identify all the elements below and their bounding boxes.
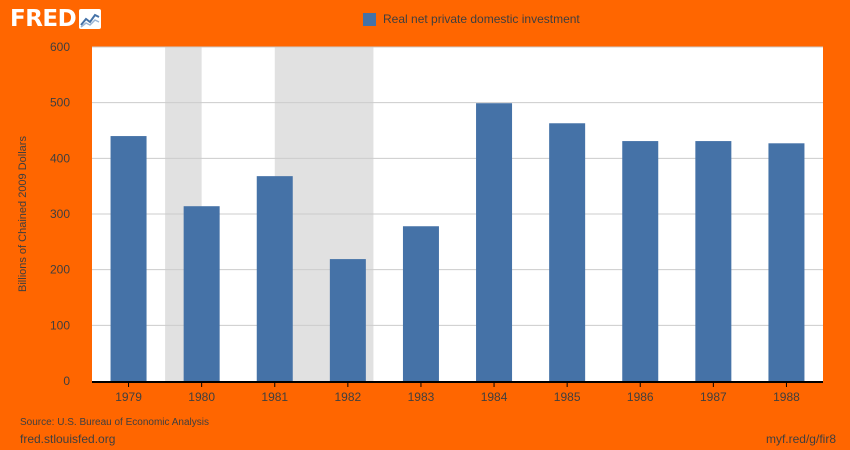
bar [183,206,220,381]
bar [256,176,293,381]
x-tick-label: 1986 [627,390,654,404]
y-tick-label: 100 [50,318,70,332]
legend-label: Real net private domestic investment [383,12,580,26]
chart-legend: Real net private domestic investment [363,12,580,26]
logo-text: FRED [10,6,77,32]
y-tick-label: 200 [50,263,70,277]
legend-swatch [363,12,376,26]
bar [549,123,586,381]
y-tick-label: 600 [50,40,70,54]
short-link[interactable]: myf.red/g/fir8 [765,432,836,446]
x-tick-label: 1979 [115,390,142,404]
x-tick-label: 1983 [408,390,435,404]
y-tick-label: 500 [50,96,70,110]
x-tick-label: 1985 [554,390,581,404]
x-tick-label: 1987 [700,390,727,404]
y-tick-label: 300 [50,207,70,221]
x-tick-label: 1981 [261,390,288,404]
y-axis-label: Billions of Chained 2009 Dollars [17,136,29,292]
x-tick-label: 1982 [334,390,361,404]
x-tick-label: 1988 [773,390,800,404]
bar [695,141,732,381]
bar [402,226,439,381]
y-tick-label: 400 [50,151,70,165]
source-note: Source: U.S. Bureau of Economic Analysis [20,417,209,428]
bar [329,259,366,381]
line-chart-icon [79,9,102,29]
bar [622,141,659,381]
bar [110,136,147,381]
site-link[interactable]: fred.stlouisfed.org [20,432,116,446]
x-tick-label: 1984 [481,390,508,404]
y-tick-label: 0 [63,374,70,388]
bar [768,143,805,381]
x-tick-label: 1980 [188,390,215,404]
fred-logo[interactable]: FRED [10,6,102,32]
bar [476,103,513,382]
